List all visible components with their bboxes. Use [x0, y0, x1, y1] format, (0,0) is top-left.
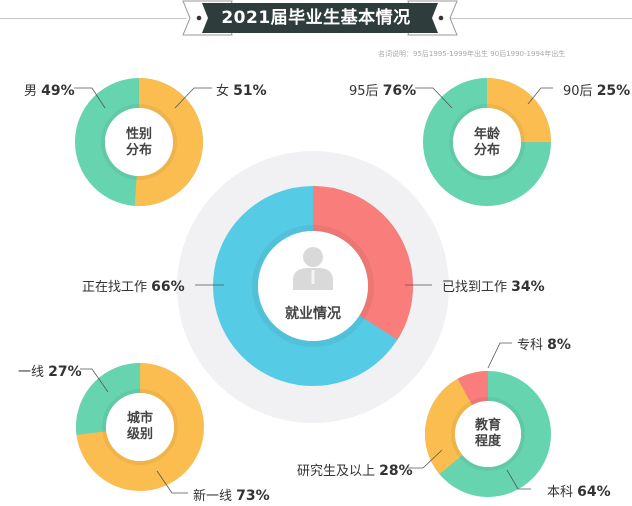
age-donut	[423, 78, 551, 206]
label-searching-job: 正在找工作 66%	[82, 279, 185, 295]
employment-donut	[213, 186, 413, 386]
education-center-label: 教育 程度	[474, 418, 501, 449]
gender-donut	[75, 78, 203, 206]
label-post95: 95后 76%	[349, 83, 417, 99]
title-banner-shape	[182, 0, 458, 36]
label-female: 女 51%	[216, 83, 267, 99]
person-icon	[293, 247, 333, 290]
label-new-tier1-city: 新一线 73%	[193, 488, 270, 504]
age-center-label: 年龄 分布	[473, 127, 500, 158]
label-tier1-city: 一线 27%	[18, 364, 82, 380]
education-donut	[425, 371, 551, 497]
leader-lines	[74, 87, 553, 494]
label-bachelor: 本科 64%	[547, 484, 611, 500]
terminology-note: 名词说明：95后1995-1999年出生 90后1990-1994年出生	[378, 50, 566, 58]
title-rule-right	[434, 18, 632, 19]
label-male: 男 49%	[24, 83, 75, 99]
label-graduate: 研究生及以上 28%	[297, 463, 413, 479]
label-found-job: 已找到工作 34%	[442, 279, 545, 295]
city-donut	[76, 363, 204, 491]
gender-center-label: 性别 分布	[125, 127, 152, 158]
label-college: 专科 8%	[517, 337, 571, 353]
city-center-label: 城市 级别	[126, 411, 153, 442]
title-rule-left	[0, 18, 186, 19]
employment-center-label: 就业情况	[285, 306, 341, 322]
label-post90: 90后 25%	[563, 83, 631, 99]
page-title: 2021届毕业生基本情况	[221, 8, 411, 28]
